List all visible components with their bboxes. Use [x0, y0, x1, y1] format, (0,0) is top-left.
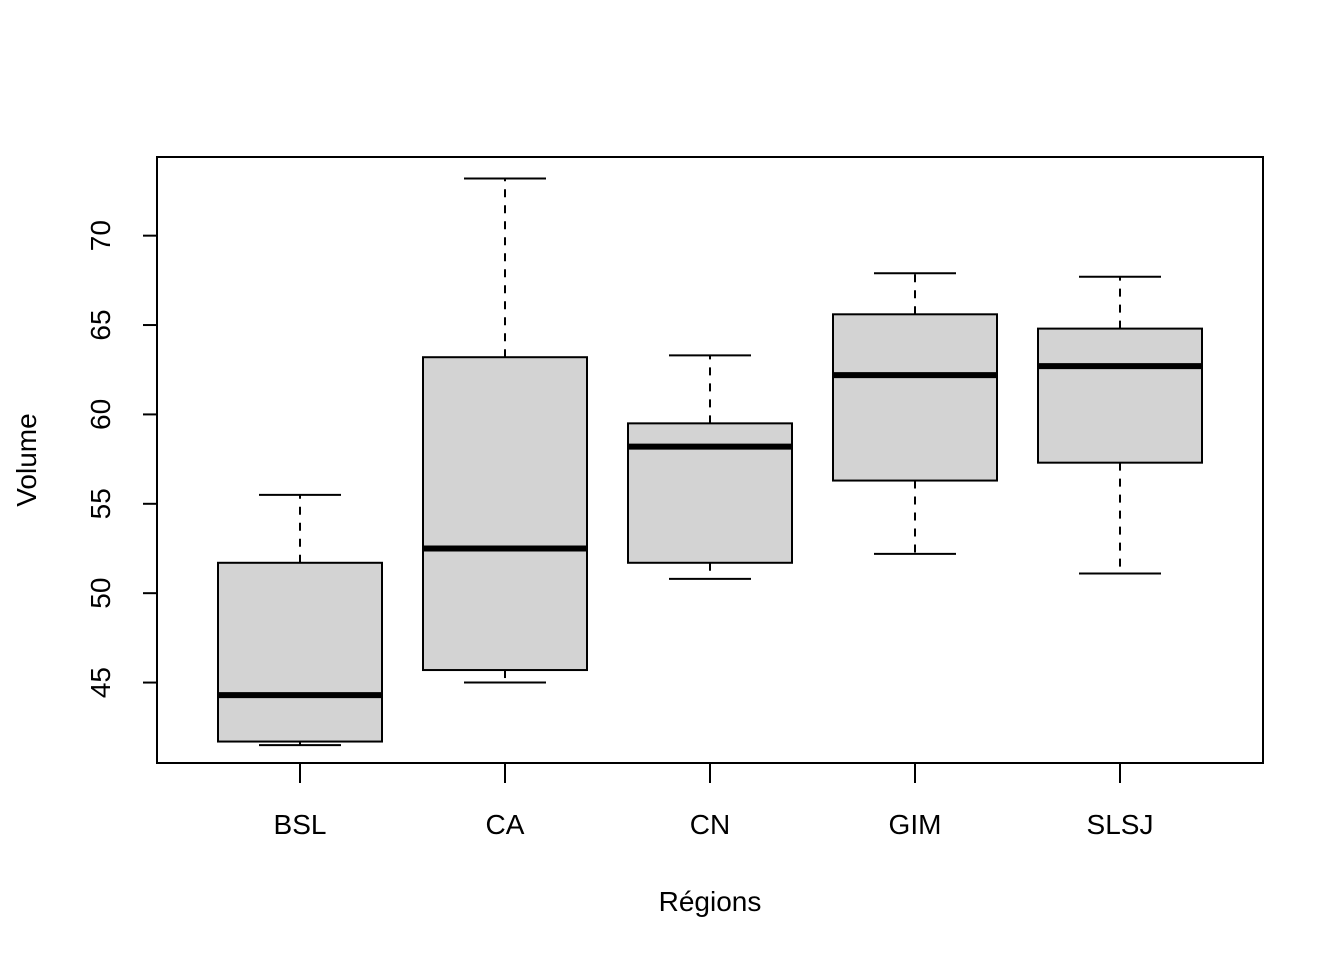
boxes-layer — [217, 177, 1203, 747]
y-tick-label: 45 — [85, 667, 116, 698]
box-gim — [832, 272, 998, 555]
x-tick-label: SLSJ — [1087, 809, 1154, 840]
iqr-box — [422, 356, 588, 672]
box-cn — [627, 354, 793, 580]
x-tick-label: CN — [690, 809, 730, 840]
y-tick-label: 65 — [85, 309, 116, 340]
y-tick-label: 50 — [85, 578, 116, 609]
box-slsj — [1037, 275, 1203, 575]
y-tick-label: 60 — [85, 399, 116, 430]
x-axis-label: Régions — [659, 886, 762, 917]
y-axis-label: Volume — [11, 413, 42, 506]
box-bsl — [217, 493, 383, 747]
iqr-box — [832, 313, 998, 482]
iqr-box — [217, 561, 383, 743]
x-tick-label: GIM — [889, 809, 942, 840]
y-axis: 45 50 55 60 65 70 — [85, 220, 157, 698]
iqr-box — [1037, 327, 1203, 464]
x-tick-label: BSL — [274, 809, 327, 840]
x-tick-label: CA — [486, 809, 525, 840]
box-ca — [422, 177, 588, 684]
x-axis: BSL CA CN GIM SLSJ — [274, 763, 1154, 840]
y-tick-label: 55 — [85, 488, 116, 519]
y-tick-label: 70 — [85, 220, 116, 251]
